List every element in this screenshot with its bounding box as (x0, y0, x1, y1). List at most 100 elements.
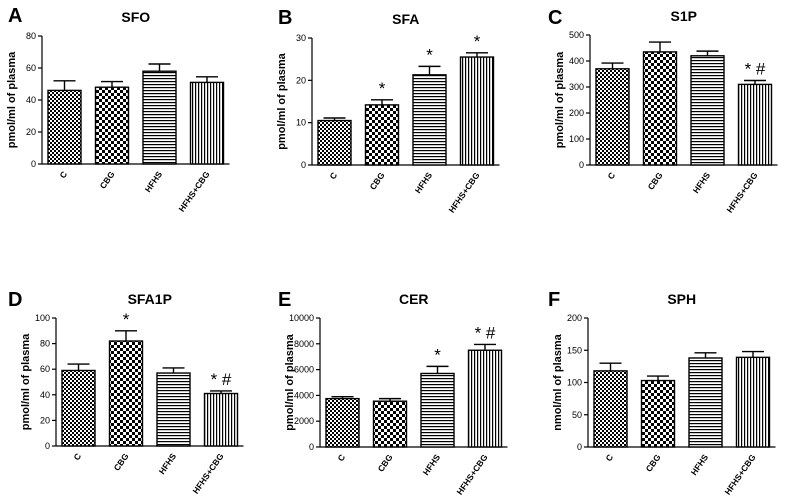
bar-cbg (108, 340, 144, 447)
bar-c (593, 370, 628, 448)
y-tick-label: 150 (567, 345, 582, 355)
bar-hfhs (412, 74, 447, 166)
x-tick-label: HFHS+CBG (454, 452, 489, 497)
x-tick-label: CBG (644, 452, 663, 474)
significance-marker: * (426, 45, 433, 64)
x-tick-label: HFHS (421, 452, 443, 477)
y-tick-label: 80 (40, 339, 50, 349)
bar-hfhs-cbg (737, 83, 773, 166)
x-tick-label: HFHS (157, 451, 179, 476)
bar-c (317, 119, 352, 166)
y-axis-label: pmol/ml of plasma (20, 333, 32, 430)
significance-marker: * # (475, 323, 496, 342)
x-tick-label: CBG (112, 451, 131, 473)
y-tick-label: 2000 (294, 416, 314, 426)
bar-c (325, 397, 360, 448)
bar-hfhs (688, 357, 723, 448)
y-tick-label: 0 (45, 441, 50, 451)
significance-marker: * (434, 345, 441, 364)
bar-cbg (372, 400, 408, 448)
panel-letter: D (8, 289, 22, 311)
y-tick-label: 60 (40, 364, 50, 374)
x-tick-label: C (603, 452, 615, 463)
panel-e: E CER pmol/ml of plasma 0 2000 4000 6000 8000 10… (278, 289, 508, 497)
y-tick-label: 80 (26, 31, 36, 41)
y-tick-label: 100 (567, 378, 582, 388)
y-tick-label: 10000 (289, 313, 314, 323)
y-tick-label: 30 (296, 33, 306, 43)
chart-title: SFA (392, 11, 419, 27)
y-tick-label: 100 (569, 134, 584, 144)
x-tick-label: HFHS (691, 170, 713, 195)
x-tick-label: HFHS+CBG (176, 169, 211, 214)
y-tick-label: 8000 (294, 339, 314, 349)
significance-marker: * # (211, 370, 232, 389)
x-tick-label: HFHS+CBG (722, 452, 757, 497)
y-tick-label: 200 (567, 313, 582, 323)
y-axis-label: pmol/ml of plasma (284, 333, 296, 430)
bar-hfhs (156, 372, 191, 447)
panel-letter: F (548, 289, 560, 311)
panel-letter: E (278, 289, 291, 311)
y-axis-label: pmol/ml of plasma (6, 51, 18, 148)
y-tick-label: 50 (572, 410, 582, 420)
y-axis-label: pmol/ml of plasma (276, 52, 288, 149)
x-tick-label: CBG (376, 452, 395, 474)
x-tick-label: C (605, 170, 617, 181)
y-tick-label: 20 (296, 75, 306, 85)
panel-b: B SFA pmol/ml of plasma 0 10 20 30 C * CBG * HFHS * H… (276, 7, 500, 215)
x-tick-label: CBG (98, 169, 117, 191)
y-tick-label: 4000 (294, 390, 314, 400)
y-tick-label: 500 (569, 30, 584, 40)
x-tick-label: HFHS (689, 452, 711, 477)
x-tick-label: HFHS (413, 170, 435, 195)
bar-hfhs-cbg (467, 349, 503, 448)
y-tick-label: 0 (31, 159, 36, 169)
bar-hfhs-cbg (459, 56, 495, 166)
bar-c (61, 369, 96, 447)
x-tick-label: C (327, 170, 339, 181)
chart-title: S1P (671, 8, 697, 24)
bar-c (595, 68, 630, 166)
y-tick-label: 20 (26, 127, 36, 137)
panel-a: A SFO pmol/ml of plasma 0 20 40 60 80 C CBG HFHS HF… (6, 5, 230, 214)
y-tick-label: 300 (569, 82, 584, 92)
y-axis-label: pmol/ml of plasma (554, 51, 566, 148)
x-tick-label: HFHS+CBG (446, 170, 481, 215)
bar-cbg (364, 104, 400, 166)
panel-f: F SPH nmol/ml of plasma 0 50 100 150 200 C CBG HFH… (548, 289, 776, 497)
panel-c: C S1P pmol/ml of plasma 0 100 200 300 400 500 C CB… (548, 7, 778, 215)
y-tick-label: 60 (26, 63, 36, 73)
chart-title: SFO (121, 9, 150, 25)
x-tick-label: HFHS (143, 169, 165, 194)
y-tick-label: 0 (301, 160, 306, 170)
bar-hfhs (690, 55, 725, 166)
x-tick-label: CBG (646, 170, 665, 192)
chart-title: CER (399, 291, 429, 307)
y-tick-label: 40 (40, 390, 50, 400)
y-tick-label: 40 (26, 95, 36, 105)
x-tick-label: HFHS+CBG (190, 451, 225, 496)
x-tick-label: HFHS+CBG (724, 170, 759, 215)
y-tick-label: 400 (569, 56, 584, 66)
y-axis-label: nmol/ml of plasma (552, 333, 564, 430)
panel-d: D SFA1P pmol/ml of plasma 0 20 40 60 80 100 C * CBG… (8, 289, 244, 496)
x-tick-label: CBG (368, 170, 387, 192)
bar-cbg (642, 51, 678, 166)
bar-cbg (640, 379, 676, 448)
significance-marker: * (379, 79, 386, 98)
y-tick-label: 200 (569, 108, 584, 118)
bar-hfhs-cbg (189, 81, 225, 165)
y-tick-label: 100 (35, 313, 50, 323)
bar-hfhs-cbg (203, 392, 239, 447)
bar-hfhs (420, 372, 455, 448)
x-tick-label: C (71, 451, 83, 462)
y-tick-label: 10 (296, 118, 306, 128)
panel-letter: A (8, 5, 22, 27)
significance-marker: * # (745, 60, 766, 79)
bar-c (47, 89, 82, 165)
y-tick-label: 0 (577, 442, 582, 452)
bar-hfhs (142, 70, 177, 165)
chart-title: SPH (667, 291, 696, 307)
